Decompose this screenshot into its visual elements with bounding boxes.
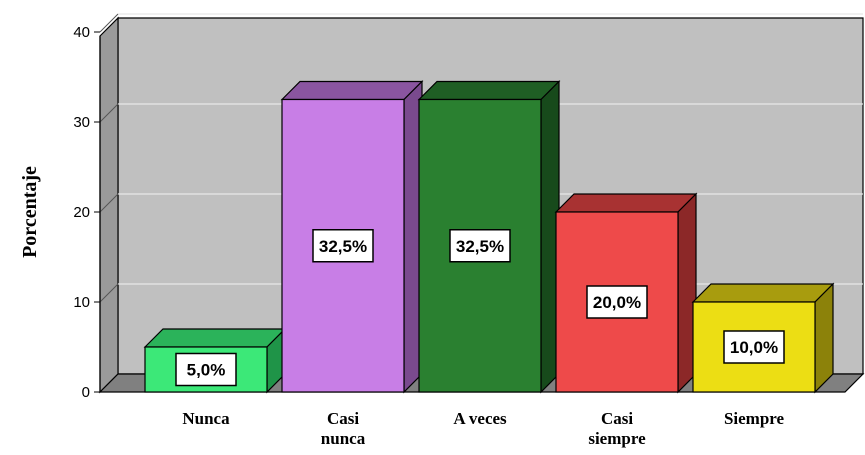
bar: 20,0%: [554, 192, 698, 394]
bar: 32,5%: [417, 80, 561, 394]
data-label: 10,0%: [730, 338, 778, 357]
y-axis-ticks: 0 10 20 30 40: [73, 24, 101, 401]
data-label-box: [586, 285, 648, 319]
category-label: Nunca: [182, 409, 230, 428]
bar-top: [691, 283, 835, 303]
bar-top: [143, 328, 287, 348]
bar-top: [417, 80, 561, 101]
category-label: Casi nunca: [321, 409, 366, 448]
category-label: Casi siempre: [588, 409, 646, 448]
gridline-side: [99, 283, 119, 303]
data-label-box: [449, 229, 511, 263]
y-tick-label: 40: [73, 24, 90, 41]
bar-top: [554, 193, 698, 213]
bar-side: [814, 282, 834, 394]
data-label: 5,0%: [187, 361, 226, 380]
y-tick-label: 20: [73, 204, 90, 221]
category-label: A veces: [453, 409, 507, 428]
bar: 32,5%: [280, 80, 424, 394]
gridline-side: [99, 103, 119, 123]
data-label-box: [175, 352, 237, 387]
bars: 5,0% 32,5% 32,5% 20,0% 10,0%: [143, 80, 835, 394]
bar-top: [280, 80, 424, 101]
y-axis-label: Porcentaje: [19, 166, 41, 258]
y-tick-label: 30: [73, 114, 90, 131]
gridline-side: [99, 13, 119, 33]
data-label-box: [723, 330, 785, 364]
y-tick-label: 10: [73, 294, 90, 311]
left-wall: [99, 16, 119, 394]
data-label: 32,5%: [319, 237, 367, 256]
x-axis-categories: Nunca Casi nunca A veces Casi siempre Siempre: [182, 409, 784, 448]
data-label-box: [312, 229, 374, 263]
bar: 5,0%: [143, 327, 287, 394]
bar: 10,0%: [691, 282, 835, 394]
data-label: 32,5%: [456, 237, 504, 256]
gridline-side: [99, 193, 119, 213]
data-label: 20,0%: [593, 293, 641, 312]
category-label: Siempre: [724, 409, 785, 428]
y-tick-label: 0: [82, 384, 90, 401]
